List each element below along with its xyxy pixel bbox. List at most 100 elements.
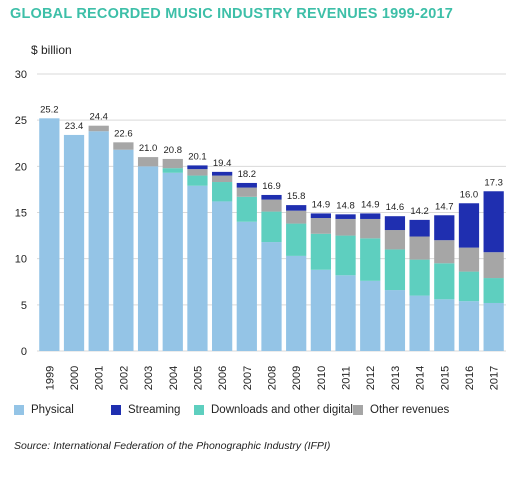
x-tick-label: 1999 [44,366,56,390]
x-tick-label: 2001 [94,366,106,390]
bar-segment [162,158,183,169]
bar-segment [286,223,307,256]
x-tick-label: 2003 [143,366,155,390]
total-label: 19.4 [213,158,232,169]
bar-segment [286,210,307,224]
bar-segment [212,171,233,176]
legend-item: Other revenues [353,404,449,416]
x-tick-label: 2006 [217,366,229,390]
bar-segment [483,191,504,253]
legend-item: Physical [14,404,74,416]
bar-segment [310,218,331,234]
bar-segment [360,238,381,281]
bar-segment [434,215,455,241]
bar-segment [162,172,183,351]
x-tick-label: 2005 [192,366,204,390]
bar-segment [187,169,208,176]
bar-segment [360,280,381,351]
x-tick-label: 2008 [267,366,279,390]
bar-segment [261,194,282,200]
total-label: 14.8 [336,200,355,211]
bar-segment [286,205,307,211]
bar-segment [483,252,504,279]
stacked-bar-chart: 0 5 10 15 20 25 30 25.2 1999 23.4 2000 24.4 2001 22.6… [15,69,506,390]
legend-swatch [194,405,204,415]
legend-item: Streaming [111,404,180,416]
bar-segment [409,295,430,351]
bar-segment [310,269,331,351]
bar-segment [360,218,381,239]
x-tick-label: 2000 [69,366,81,390]
y-tick-label: 20 [15,161,27,173]
chart-title: GLOBAL RECORDED MUSIC INDUSTRY REVENUES … [10,6,454,22]
y-tick-label: 15 [15,208,27,220]
total-label: 16.0 [460,189,479,200]
bar-segment [137,157,159,167]
bar-segment [187,175,208,186]
bar-segment [483,302,504,351]
x-tick-label: 2013 [390,366,402,390]
bar-segment [384,290,406,351]
total-label: 14.9 [312,199,331,210]
bar-segment [236,182,257,188]
legend-swatch [353,405,363,415]
bar-segment [409,259,430,296]
x-tick-label: 2002 [118,366,130,390]
bar-segment [236,221,257,351]
legend-label: Streaming [128,404,181,416]
x-tick-label: 2009 [291,366,303,390]
y-tick-label: 0 [21,346,27,358]
bar-segment [483,278,504,303]
bar-segment [113,142,134,150]
bar-segment [310,213,331,219]
bar-segment [434,240,455,264]
x-tick-label: 2014 [415,366,427,390]
legend-label: Physical [31,404,74,416]
total-label: 14.6 [386,202,405,213]
bar-segment [88,125,109,132]
total-label: 25.2 [40,104,59,115]
total-label: 16.9 [262,181,281,192]
bar-segment [409,219,430,237]
x-tick-label: 2007 [242,366,254,390]
bar-segment [261,211,282,243]
total-label: 24.4 [89,112,108,123]
bar-segment [458,271,480,302]
total-label: 14.9 [361,199,380,210]
total-label: 23.4 [65,121,84,132]
bar-segment [335,218,356,236]
total-label: 17.3 [484,177,503,188]
bar-segment [88,131,109,351]
x-tick-label: 2015 [439,366,451,390]
legend-label: Downloads and other digital [211,404,353,416]
bar-segment [384,230,406,250]
bar-segment [187,185,208,351]
x-tick-label: 2004 [168,366,180,390]
bar-segment [458,247,480,272]
y-tick-label: 25 [15,115,27,127]
legend-label: Other revenues [370,404,450,416]
total-label: 20.8 [164,145,183,156]
legend-swatch [14,405,24,415]
y-tick-label: 5 [21,300,27,312]
x-tick-label: 2016 [464,366,476,390]
total-label: 15.8 [287,191,306,202]
y-axis-label: $ billion [31,43,72,57]
x-tick-label: 2011 [341,366,353,390]
bar-segment [187,165,208,170]
bar-segment [236,196,257,222]
bar-segment [458,203,480,248]
y-tick-label: 10 [15,254,27,266]
bar-segment [261,242,282,351]
chart-legend: Physical Streaming Downloads and other dig… [14,404,514,424]
bar-segment [434,263,455,300]
legend-item: Downloads and other digital [194,404,353,416]
bar-segment [335,275,356,351]
bar-segment [384,216,406,231]
x-tick-label: 2012 [365,366,377,390]
bar-segment [113,149,134,351]
bar-segment [212,182,233,202]
legend-swatch [111,405,121,415]
x-tick-label: 2010 [316,366,328,390]
x-tick-label: 2017 [489,366,501,390]
